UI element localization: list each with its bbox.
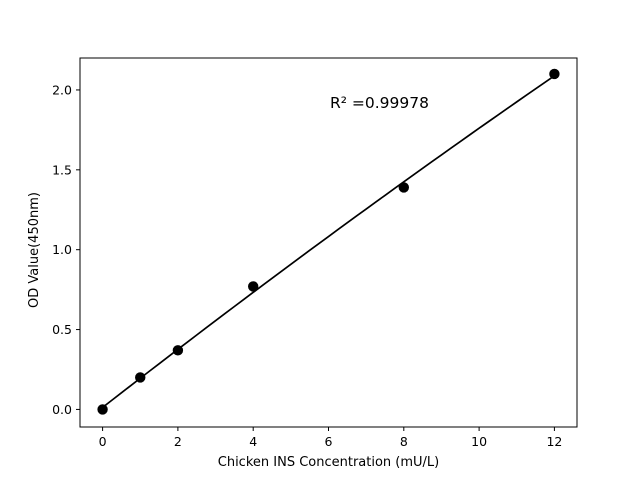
data-points — [97, 68, 560, 415]
x-tick-label: 4 — [249, 434, 257, 449]
y-tick-label: 1.0 — [52, 242, 72, 257]
x-tick-label: 2 — [174, 434, 182, 449]
y-tick-label: 2.0 — [52, 82, 72, 97]
x-tick-label: 12 — [546, 434, 562, 449]
data-point — [172, 345, 184, 356]
y-tick-label: 0.0 — [52, 402, 72, 417]
x-axis-title: Chicken INS Concentration (mU/L) — [218, 455, 440, 470]
data-point — [97, 404, 108, 415]
y-tick-label: 0.5 — [52, 322, 72, 337]
y-axis-title: OD Value(450nm) — [27, 192, 42, 308]
fit-line — [102, 75, 555, 409]
data-point — [549, 68, 560, 80]
plot-area-border — [79, 57, 578, 428]
x-tick-label: 6 — [325, 434, 333, 449]
axis-ticks: 0 2 4 6 8 10 12 0.0 0.5 1.0 1.5 2.0 — [52, 82, 562, 449]
fit-curve-line — [102, 75, 555, 409]
data-point — [135, 372, 146, 383]
data-point — [398, 182, 410, 193]
y-tick-label: 1.5 — [52, 162, 72, 177]
x-tick-label: 0 — [99, 434, 107, 449]
data-point — [247, 281, 259, 292]
x-tick-label: 10 — [471, 434, 487, 449]
x-tick-label: 8 — [400, 434, 408, 449]
r-squared-annotation: R² =0.99978 — [330, 94, 429, 112]
